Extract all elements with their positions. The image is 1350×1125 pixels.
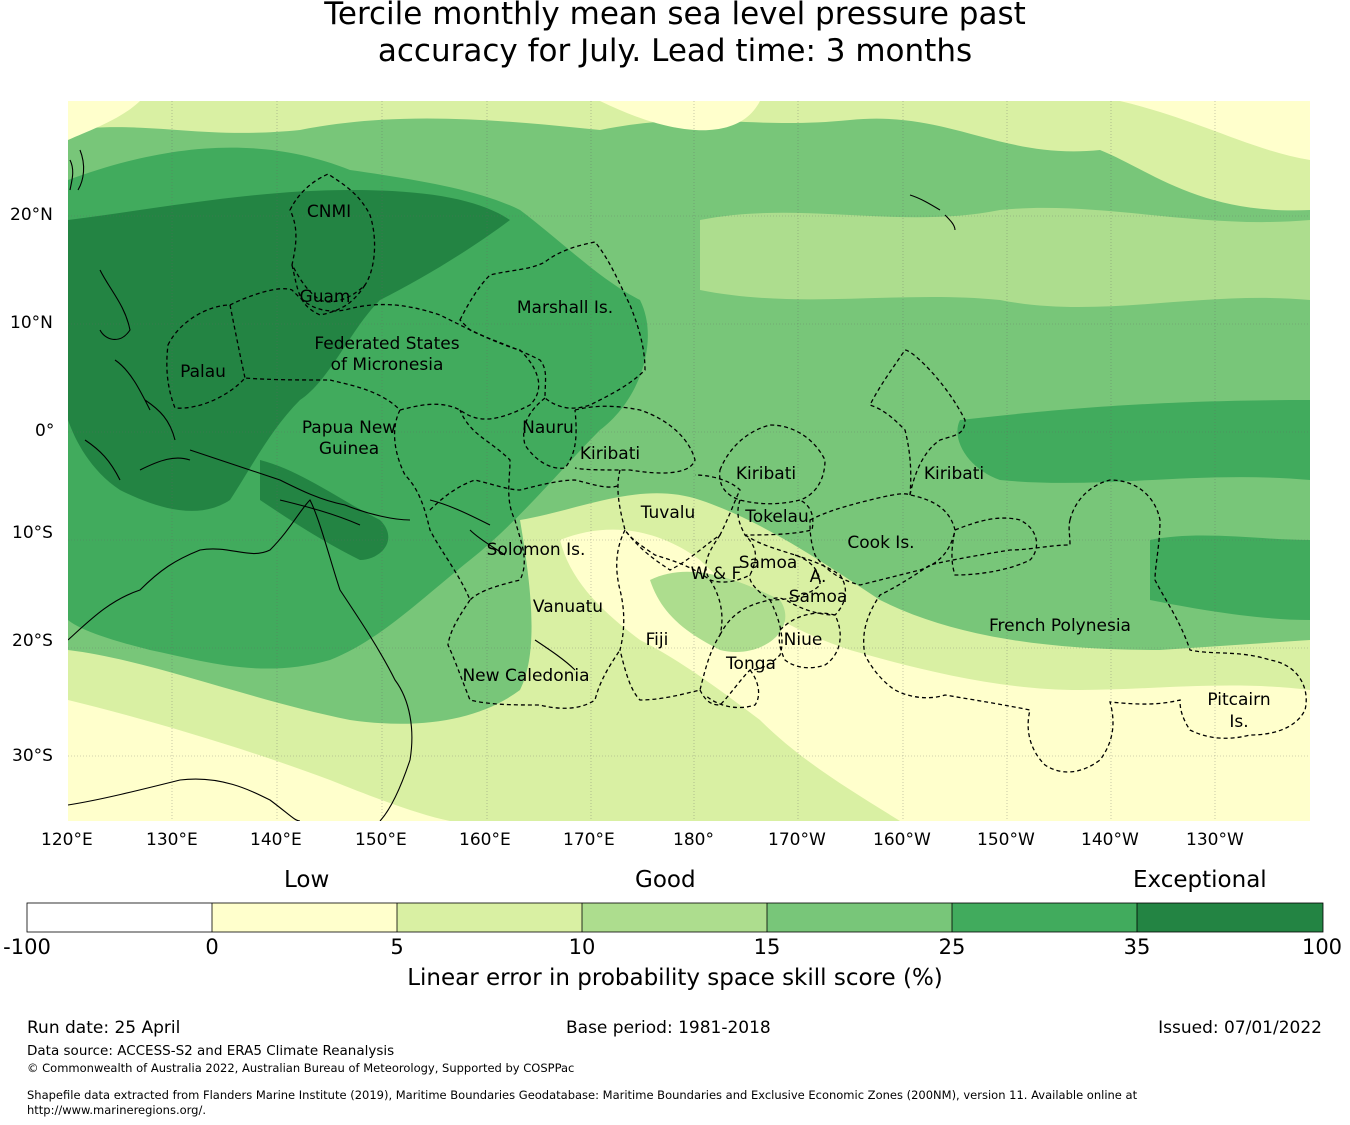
- lon-label-180: 180°: [673, 830, 714, 850]
- skill-band-10-15: [650, 571, 786, 652]
- region-label-kiribati-west: Kiribati: [580, 444, 640, 464]
- region-label-fiji: Fiji: [646, 630, 669, 650]
- run-date: Run date: 25 April: [27, 1018, 181, 1038]
- skill-band-0-5: [68, 101, 140, 140]
- lon-label-160w: 160°W: [873, 830, 931, 850]
- lat-label-20s: 20°S: [12, 631, 53, 651]
- colorbar-tick: 100: [1301, 935, 1343, 959]
- lat-label-0: 0°: [35, 421, 55, 441]
- region-label-png-line-1: Papua New: [302, 418, 396, 438]
- colorbar-category-exceptional: Exceptional: [1133, 867, 1267, 893]
- region-label-fsm-line-1: Federated States: [314, 334, 459, 354]
- colorbar-tick: 5: [390, 935, 404, 959]
- coastlines: [68, 149, 956, 821]
- region-label-solomon-islands: Solomon Is.: [487, 540, 586, 560]
- colorbar-tick: 15: [753, 935, 781, 959]
- colorbar-tick: -100: [3, 935, 51, 959]
- region-label-png-line-2: Guinea: [319, 439, 379, 459]
- lon-label-150e: 150°E: [355, 830, 407, 850]
- lat-label-20n: 20°N: [10, 205, 53, 225]
- lon-label-130w: 130°W: [1186, 830, 1244, 850]
- colorbar-swatch-3: [582, 903, 767, 932]
- skill-band-0-5: [1120, 101, 1310, 160]
- colorbar-swatch-1: [212, 903, 397, 932]
- region-label-cnmi: CNMI: [307, 202, 351, 222]
- skill-field: [68, 101, 1310, 821]
- chart-title-line-1: Tercile monthly mean sea level pressure …: [324, 0, 1026, 32]
- region-label-nauru: Nauru: [522, 418, 574, 438]
- colorbar-tick: 0: [205, 935, 219, 959]
- shapefile-credit-line-2: http://www.marineregions.org/.: [27, 1103, 206, 1117]
- colorbar-category-good: Good: [635, 867, 696, 893]
- region-label-french-polynesia: French Polynesia: [989, 616, 1131, 636]
- colorbar: [26, 902, 1324, 933]
- colorbar-outline: [26, 902, 1324, 933]
- skill-band-35-100: [68, 190, 510, 511]
- region-label-guam: Guam: [300, 287, 351, 307]
- lon-label-170w: 170°W: [768, 830, 826, 850]
- skill-band-25-35: [1150, 535, 1310, 620]
- region-labels: CNMI Guam Marshall Is. Federated States …: [180, 202, 1271, 732]
- lon-label-140e: 140°E: [250, 830, 302, 850]
- colorbar-swatch-2: [397, 903, 582, 932]
- skill-band-35-100: [260, 460, 389, 560]
- region-label-samoa: Samoa: [739, 553, 798, 573]
- colorbar-tick: 25: [938, 935, 966, 959]
- colorbar-category-low: Low: [284, 867, 330, 893]
- colorbar-swatch-6: [1137, 903, 1323, 932]
- region-label-niue: Niue: [784, 630, 823, 650]
- lon-label-160e: 160°E: [459, 830, 511, 850]
- chart-title-line-2: accuracy for July. Lead time: 3 months: [377, 33, 973, 69]
- region-label-palau: Palau: [180, 362, 226, 382]
- skill-band-25-35: [957, 400, 1310, 483]
- region-label-new-caledonia: New Caledonia: [462, 666, 589, 686]
- shapefile-credit-line-1: Shapefile data extracted from Flanders M…: [27, 1088, 1138, 1102]
- region-label-fsm-line-2: of Micronesia: [331, 355, 444, 375]
- skill-band-0-5: [68, 700, 450, 821]
- skill-band-10-15: [700, 207, 1310, 308]
- region-label-kiribati-east: Kiribati: [924, 464, 984, 484]
- region-label-wallis-futuna: W & F: [691, 564, 742, 584]
- region-label-tokelau: Tokelau: [744, 507, 809, 527]
- lon-label-170e: 170°E: [563, 830, 615, 850]
- base-period: Base period: 1981-2018: [566, 1018, 771, 1038]
- region-label-american-samoa-line-1: A.: [810, 567, 827, 587]
- region-label-vanuatu: Vanuatu: [533, 597, 603, 617]
- issued-date: Issued: 07/01/2022: [1158, 1018, 1322, 1038]
- region-label-cook-islands: Cook Is.: [847, 533, 914, 553]
- colorbar-label: Linear error in probability space skill …: [407, 965, 943, 991]
- colorbar-swatch-5: [952, 903, 1137, 932]
- region-label-pitcairn-line-2: Is.: [1229, 712, 1248, 732]
- lon-label-140w: 140°W: [1081, 830, 1139, 850]
- lat-label-30s: 30°S: [12, 746, 53, 766]
- lat-label-10s: 10°S: [12, 523, 53, 543]
- eez-boundaries: [166, 173, 1307, 773]
- region-label-tonga: Tonga: [725, 654, 776, 674]
- region-label-pitcairn-line-1: Pitcairn: [1207, 690, 1270, 710]
- colorbar-tick: 35: [1123, 935, 1151, 959]
- region-label-tuvalu: Tuvalu: [640, 503, 696, 523]
- map-gridlines: [68, 101, 1310, 821]
- lon-label-120e: 120°E: [41, 830, 93, 850]
- lat-label-10n: 10°N: [10, 313, 53, 333]
- skill-band-5-10: [68, 101, 1310, 211]
- lon-label-130e: 130°E: [146, 830, 198, 850]
- region-label-marshall-islands: Marshall Is.: [517, 298, 613, 318]
- colorbar-swatch-0: [27, 903, 212, 932]
- colorbar-tick: 10: [568, 935, 596, 959]
- colorbar-swatch-4: [767, 903, 952, 932]
- region-label-american-samoa-line-2: Samoa: [789, 587, 848, 607]
- skill-band-0-5: [600, 101, 760, 131]
- copyright: © Commonwealth of Australia 2022, Austra…: [27, 1061, 575, 1075]
- lon-label-150w: 150°W: [977, 830, 1035, 850]
- region-label-kiribati-central: Kiribati: [736, 464, 796, 484]
- data-source: Data source: ACCESS-S2 and ERA5 Climate …: [27, 1043, 395, 1059]
